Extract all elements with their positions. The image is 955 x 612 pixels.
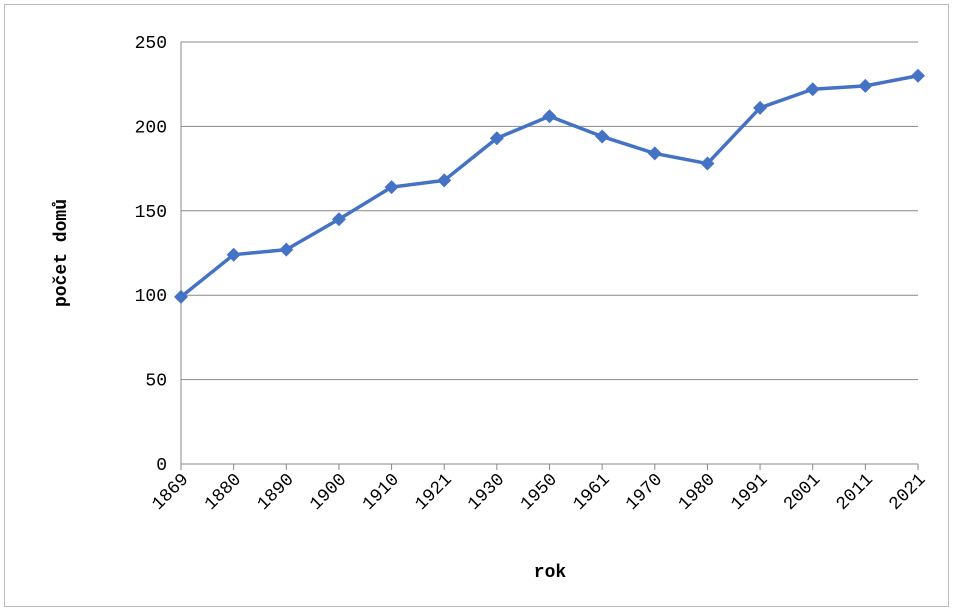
marker — [700, 156, 715, 171]
y-tick-label: 0 — [156, 456, 167, 476]
x-axis-label: rok — [534, 563, 567, 583]
marker — [911, 68, 925, 83]
marker — [384, 180, 399, 195]
marker — [753, 100, 768, 115]
y-axis-label: počet domů — [52, 199, 72, 307]
y-tick-label: 50 — [145, 372, 167, 392]
marker — [331, 212, 346, 227]
y-tick-label: 100 — [135, 287, 167, 307]
chart-border — [4, 4, 949, 607]
marker — [647, 146, 662, 161]
marker — [858, 78, 873, 93]
y-tick-label: 150 — [135, 203, 167, 223]
marker — [805, 82, 820, 97]
marker — [279, 242, 294, 257]
y-tick-label: 250 — [135, 34, 167, 54]
marker — [437, 173, 452, 188]
marker — [595, 129, 610, 144]
marker — [489, 131, 504, 146]
marker — [542, 109, 557, 124]
marker — [226, 247, 241, 262]
marker — [174, 289, 188, 304]
y-tick-label: 200 — [135, 118, 167, 138]
